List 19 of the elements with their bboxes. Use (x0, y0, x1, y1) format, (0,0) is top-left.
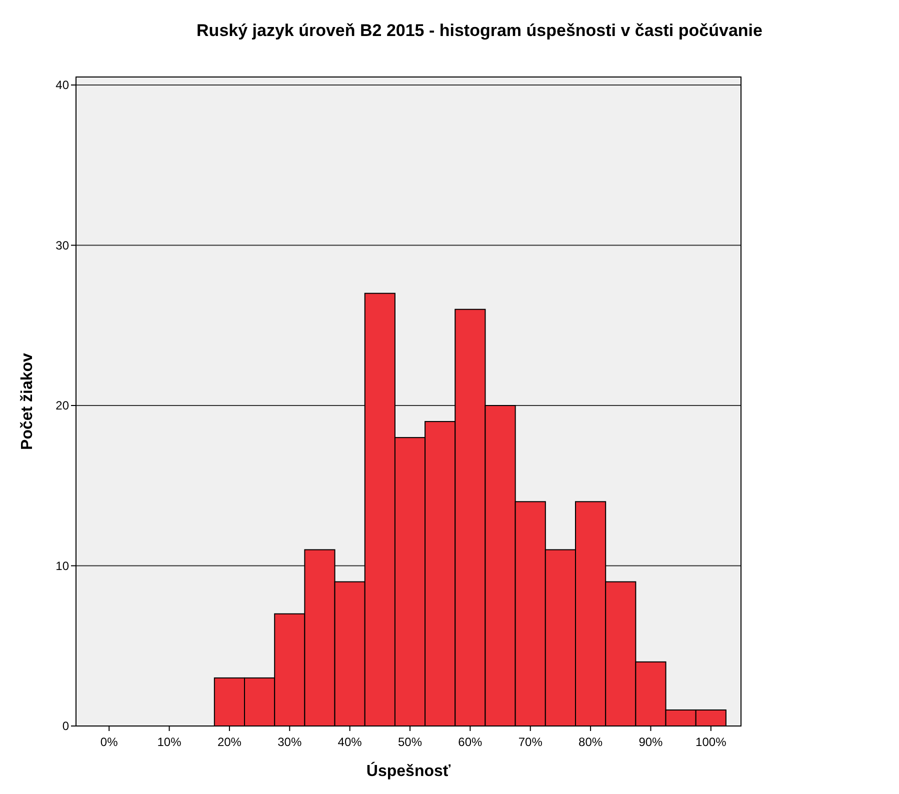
x-tick-label: 40% (338, 735, 362, 749)
x-axis-title: Úspešnosť (366, 761, 451, 780)
y-axis-title: Počet žiakov (19, 352, 36, 450)
x-tick-label: 80% (578, 735, 603, 749)
chart-title: Ruský jazyk úroveň B2 2015 - histogram úspešnosti v časti počúvanie (196, 21, 762, 40)
x-tick-label: 30% (278, 735, 302, 749)
x-tick-label: 90% (638, 735, 664, 749)
x-tick-label: 60% (458, 735, 483, 749)
y-tick-label: 20 (56, 398, 70, 413)
y-tick-label: 40 (56, 78, 70, 92)
x-tick-label: 10% (157, 735, 182, 749)
y-tick-label: 10 (56, 558, 70, 573)
x-tick-label: 50% (398, 735, 422, 749)
x-tick-label: 70% (518, 735, 543, 749)
x-tick-label: 20% (217, 735, 242, 749)
y-tick-label: 0 (62, 719, 70, 734)
x-tick-label: 0% (100, 735, 118, 749)
y-tick-label: 30 (56, 238, 70, 252)
x-tick-label: 100% (696, 735, 727, 749)
